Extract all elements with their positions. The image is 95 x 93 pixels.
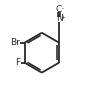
Text: F: F [15,58,21,67]
Text: N: N [56,14,62,23]
Text: C: C [56,5,62,14]
Text: -: - [62,6,64,11]
Text: Br: Br [10,38,20,47]
Text: +: + [60,15,66,20]
